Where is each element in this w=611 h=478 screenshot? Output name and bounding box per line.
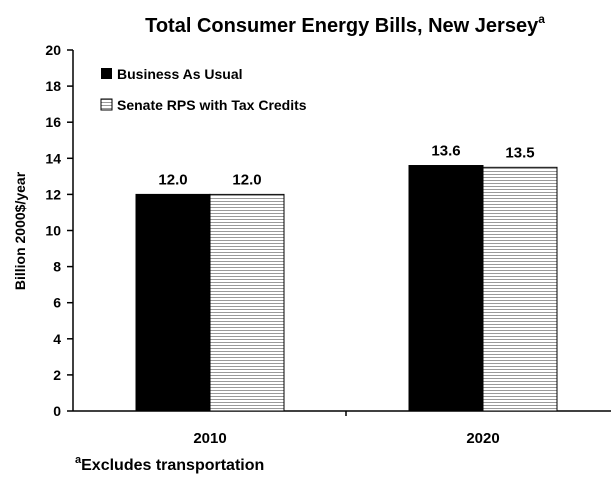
y-tick-label: 20 <box>45 42 61 58</box>
y-tick-label: 0 <box>53 403 61 419</box>
y-tick-label: 8 <box>53 259 61 275</box>
legend-label-senate-rps: Senate RPS with Tax Credits <box>117 97 307 113</box>
y-ticks: 0 2 4 6 8 10 12 14 16 18 20 <box>45 42 73 419</box>
y-tick-label: 16 <box>45 114 61 130</box>
y-tick-label: 6 <box>53 295 61 311</box>
bar-business-as-usual-2020 <box>408 165 484 412</box>
data-label-senate-rps-with-tax-credits-2010: 12.0 <box>232 171 261 188</box>
legend-swatch-business-as-usual <box>101 68 112 79</box>
data-label-business-as-usual-2020: 13.6 <box>431 143 460 160</box>
x-tick-labels: 2010 2020 <box>193 430 499 447</box>
data-label-business-as-usual-2010: 12.0 <box>158 171 187 188</box>
legend-swatch-senate-rps <box>100 98 113 111</box>
legend-label-business-as-usual: Business As Usual <box>117 66 243 82</box>
legend: Business As Usual Senate RPS with Tax Cr… <box>100 66 307 113</box>
bar-senate-rps-with-tax-credits-2010 <box>209 193 285 412</box>
bar-senate-rps-with-tax-credits-2020 <box>482 166 558 412</box>
y-tick-label: 10 <box>45 223 61 239</box>
y-tick-label: 18 <box>45 78 61 94</box>
y-axis-label: Billion 2000$/year <box>12 171 28 290</box>
y-axis-title: Billion 2000$/year <box>12 171 28 290</box>
y-tick-label: 12 <box>45 186 61 202</box>
y-tick-label: 14 <box>45 150 61 166</box>
title-superscript: a <box>538 12 545 26</box>
footnote: aExcludes transportation <box>75 454 264 474</box>
data-label-senate-rps-with-tax-credits-2020: 13.5 <box>505 144 534 161</box>
chart-title: Total Consumer Energy Bills, New Jerseya <box>145 12 545 37</box>
bar-business-as-usual-2010 <box>135 193 211 412</box>
footnote-marker: a <box>75 454 82 466</box>
x-tick-label-2020: 2020 <box>466 430 499 447</box>
x-tick-label-2010: 2010 <box>193 430 226 447</box>
bars: 12.0 12.0 13.6 13.5 <box>135 143 558 412</box>
y-tick-label: 2 <box>53 367 61 383</box>
y-tick-label: 4 <box>53 331 61 347</box>
